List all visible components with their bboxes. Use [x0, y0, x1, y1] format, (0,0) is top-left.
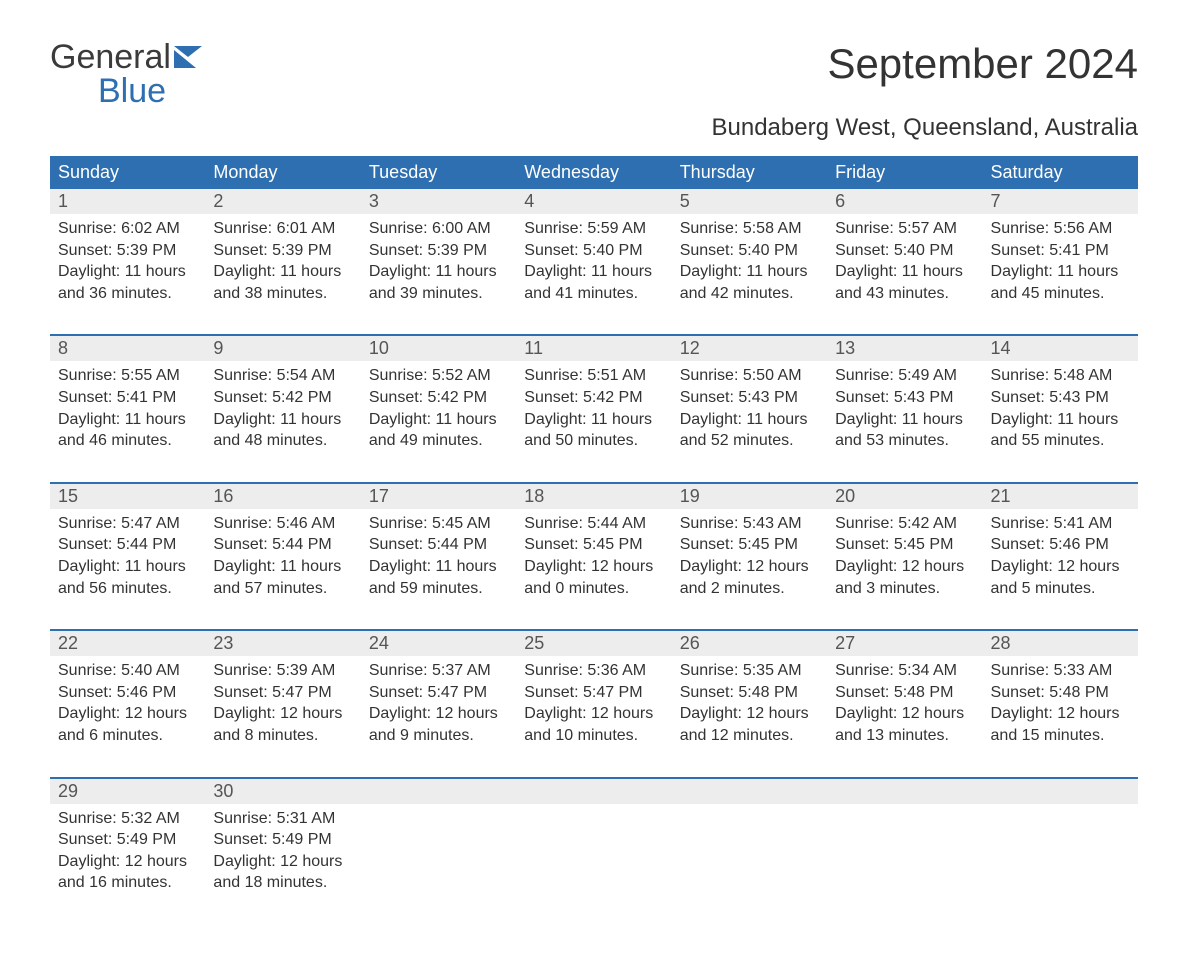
day-cell — [361, 804, 516, 924]
dow-friday: Friday — [827, 156, 982, 189]
day-number: 26 — [672, 631, 827, 656]
day-number-row: 22232425262728 — [50, 631, 1138, 656]
day-cell: Sunrise: 5:48 AMSunset: 5:43 PMDaylight:… — [983, 361, 1138, 482]
day-number — [983, 779, 1138, 804]
day-number — [672, 779, 827, 804]
logo: General Blue — [50, 40, 208, 108]
day-number: 12 — [672, 336, 827, 361]
day-cell: Sunrise: 5:55 AMSunset: 5:41 PMDaylight:… — [50, 361, 205, 482]
dow-thursday: Thursday — [672, 156, 827, 189]
day-cell — [827, 804, 982, 924]
day-cell — [983, 804, 1138, 924]
day-cell: Sunrise: 5:31 AMSunset: 5:49 PMDaylight:… — [205, 804, 360, 924]
day-cell: Sunrise: 5:45 AMSunset: 5:44 PMDaylight:… — [361, 509, 516, 630]
day-number: 8 — [50, 336, 205, 361]
day-number: 13 — [827, 336, 982, 361]
day-number: 23 — [205, 631, 360, 656]
day-cell: Sunrise: 5:39 AMSunset: 5:47 PMDaylight:… — [205, 656, 360, 777]
logo-word-2: Blue — [98, 74, 208, 108]
day-data-row: Sunrise: 5:55 AMSunset: 5:41 PMDaylight:… — [50, 361, 1138, 482]
logo-flag-icon — [174, 46, 208, 68]
day-cell: Sunrise: 5:52 AMSunset: 5:42 PMDaylight:… — [361, 361, 516, 482]
calendar-table: Sunday Monday Tuesday Wednesday Thursday… — [50, 156, 1138, 924]
day-number — [361, 779, 516, 804]
day-number: 18 — [516, 484, 671, 509]
dow-saturday: Saturday — [983, 156, 1138, 189]
dow-sunday: Sunday — [50, 156, 205, 189]
day-number: 20 — [827, 484, 982, 509]
day-number: 14 — [983, 336, 1138, 361]
logo-word-1: General — [50, 40, 171, 74]
day-cell: Sunrise: 5:49 AMSunset: 5:43 PMDaylight:… — [827, 361, 982, 482]
day-cell: Sunrise: 6:00 AMSunset: 5:39 PMDaylight:… — [361, 214, 516, 335]
day-cell: Sunrise: 5:44 AMSunset: 5:45 PMDaylight:… — [516, 509, 671, 630]
day-number-row: 2930 — [50, 779, 1138, 804]
day-cell: Sunrise: 5:36 AMSunset: 5:47 PMDaylight:… — [516, 656, 671, 777]
day-number: 30 — [205, 779, 360, 804]
day-number: 3 — [361, 189, 516, 214]
day-cell: Sunrise: 6:02 AMSunset: 5:39 PMDaylight:… — [50, 214, 205, 335]
page-title: September 2024 — [827, 40, 1138, 88]
day-number: 4 — [516, 189, 671, 214]
day-number: 11 — [516, 336, 671, 361]
day-cell: Sunrise: 5:35 AMSunset: 5:48 PMDaylight:… — [672, 656, 827, 777]
header: General Blue September 2024 — [50, 40, 1138, 108]
day-data-row: Sunrise: 5:47 AMSunset: 5:44 PMDaylight:… — [50, 509, 1138, 630]
day-number: 27 — [827, 631, 982, 656]
day-data-row: Sunrise: 5:32 AMSunset: 5:49 PMDaylight:… — [50, 804, 1138, 924]
day-number: 19 — [672, 484, 827, 509]
location-subtitle: Bundaberg West, Queensland, Australia — [50, 114, 1138, 142]
day-number: 9 — [205, 336, 360, 361]
day-number: 17 — [361, 484, 516, 509]
day-of-week-header-row: Sunday Monday Tuesday Wednesday Thursday… — [50, 156, 1138, 189]
day-number: 10 — [361, 336, 516, 361]
day-number — [516, 779, 671, 804]
dow-tuesday: Tuesday — [361, 156, 516, 189]
day-cell: Sunrise: 5:40 AMSunset: 5:46 PMDaylight:… — [50, 656, 205, 777]
day-number — [827, 779, 982, 804]
day-data-row: Sunrise: 6:02 AMSunset: 5:39 PMDaylight:… — [50, 214, 1138, 335]
day-number: 5 — [672, 189, 827, 214]
day-number-row: 15161718192021 — [50, 484, 1138, 509]
day-number: 22 — [50, 631, 205, 656]
day-cell: Sunrise: 5:42 AMSunset: 5:45 PMDaylight:… — [827, 509, 982, 630]
day-cell: Sunrise: 5:33 AMSunset: 5:48 PMDaylight:… — [983, 656, 1138, 777]
day-number: 7 — [983, 189, 1138, 214]
day-number: 6 — [827, 189, 982, 214]
day-cell: Sunrise: 5:41 AMSunset: 5:46 PMDaylight:… — [983, 509, 1138, 630]
day-number: 15 — [50, 484, 205, 509]
day-number: 25 — [516, 631, 671, 656]
day-cell: Sunrise: 5:32 AMSunset: 5:49 PMDaylight:… — [50, 804, 205, 924]
day-cell — [672, 804, 827, 924]
day-number: 16 — [205, 484, 360, 509]
day-number-row: 891011121314 — [50, 336, 1138, 361]
day-number: 29 — [50, 779, 205, 804]
day-cell: Sunrise: 5:59 AMSunset: 5:40 PMDaylight:… — [516, 214, 671, 335]
day-cell: Sunrise: 5:50 AMSunset: 5:43 PMDaylight:… — [672, 361, 827, 482]
day-cell: Sunrise: 5:46 AMSunset: 5:44 PMDaylight:… — [205, 509, 360, 630]
day-number: 2 — [205, 189, 360, 214]
day-number: 21 — [983, 484, 1138, 509]
day-cell: Sunrise: 5:51 AMSunset: 5:42 PMDaylight:… — [516, 361, 671, 482]
day-number: 28 — [983, 631, 1138, 656]
day-cell — [516, 804, 671, 924]
day-cell: Sunrise: 5:54 AMSunset: 5:42 PMDaylight:… — [205, 361, 360, 482]
day-cell: Sunrise: 5:37 AMSunset: 5:47 PMDaylight:… — [361, 656, 516, 777]
day-cell: Sunrise: 5:47 AMSunset: 5:44 PMDaylight:… — [50, 509, 205, 630]
dow-monday: Monday — [205, 156, 360, 189]
day-cell: Sunrise: 5:43 AMSunset: 5:45 PMDaylight:… — [672, 509, 827, 630]
day-cell: Sunrise: 5:34 AMSunset: 5:48 PMDaylight:… — [827, 656, 982, 777]
day-cell: Sunrise: 5:56 AMSunset: 5:41 PMDaylight:… — [983, 214, 1138, 335]
day-number: 24 — [361, 631, 516, 656]
dow-wednesday: Wednesday — [516, 156, 671, 189]
day-number: 1 — [50, 189, 205, 214]
day-cell: Sunrise: 6:01 AMSunset: 5:39 PMDaylight:… — [205, 214, 360, 335]
day-cell: Sunrise: 5:58 AMSunset: 5:40 PMDaylight:… — [672, 214, 827, 335]
day-data-row: Sunrise: 5:40 AMSunset: 5:46 PMDaylight:… — [50, 656, 1138, 777]
day-number-row: 1234567 — [50, 189, 1138, 214]
day-cell: Sunrise: 5:57 AMSunset: 5:40 PMDaylight:… — [827, 214, 982, 335]
